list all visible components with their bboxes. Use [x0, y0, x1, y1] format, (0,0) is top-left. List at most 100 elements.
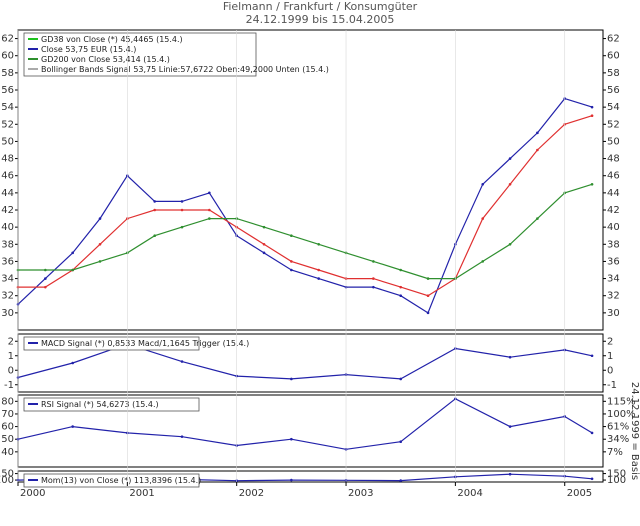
- data-point-close: [290, 268, 293, 272]
- data-point-close: [508, 157, 512, 160]
- data-point-gd200: [317, 242, 321, 246]
- data-point-momentum: [508, 472, 512, 476]
- legend-box-macd: [23, 336, 200, 351]
- y-tick-label-right-macd: 0: [607, 365, 613, 376]
- y-tick-label-right-price: 38: [607, 239, 620, 250]
- data-point-rsi: [399, 440, 403, 444]
- data-point-close: [481, 182, 485, 186]
- data-point-macd: [508, 355, 512, 359]
- y-tick-label-rsi: 80: [1, 396, 14, 407]
- data-point-rsi: [508, 425, 512, 428]
- data-point-gd200: [98, 260, 102, 263]
- data-point-gd200: [71, 268, 74, 272]
- legend-entry: GD200 von Close 53,414 (15.4.): [41, 55, 170, 64]
- legend-entry: Bollinger Bands Signal 53,75 Linie:57,67…: [41, 65, 329, 74]
- data-point-gd38: [536, 148, 539, 152]
- data-point-gd38: [180, 208, 184, 212]
- data-point-gd200: [508, 242, 512, 246]
- y-tick-label-price: 56: [1, 85, 14, 96]
- y-tick-label-momentum: 100: [0, 475, 14, 486]
- data-point-gd200: [536, 217, 539, 220]
- legend-entry: Mom(13) von Close (*) 113,8396 (15.4.): [41, 476, 201, 485]
- y-tick-label-rsi: 50: [1, 434, 14, 445]
- x-tick-label: 2002: [239, 488, 264, 499]
- data-point-gd200: [153, 234, 156, 238]
- data-point-gd200: [180, 225, 184, 229]
- data-point-gd38: [44, 285, 47, 289]
- y-tick-label-price: 62: [1, 34, 14, 45]
- y-tick-label-right-price: 62: [607, 34, 620, 45]
- y-tick-label-right-price: 60: [607, 51, 620, 62]
- y-tick-label-right-momentum: 150: [607, 469, 626, 480]
- y-tick-label-right-price: 42: [607, 205, 620, 216]
- data-point-gd38: [399, 285, 403, 289]
- y-tick-label-right-price: 40: [607, 222, 620, 233]
- x-tick-label: 2004: [457, 488, 482, 499]
- data-point-gd38: [372, 277, 375, 280]
- data-point-close: [153, 200, 156, 203]
- data-point-gd38: [98, 242, 102, 246]
- data-point-gd38: [508, 182, 512, 186]
- data-point-gd38: [426, 294, 430, 298]
- x-tick-label: 2005: [567, 488, 592, 499]
- data-point-gd200: [399, 268, 403, 272]
- data-point-macd: [590, 354, 594, 358]
- y-tick-label-macd: 0: [8, 365, 14, 376]
- data-point-gd200: [372, 260, 375, 263]
- y-tick-label-right-macd: -1: [607, 380, 617, 391]
- data-point-gd200: [426, 277, 430, 280]
- data-point-gd200: [262, 225, 266, 229]
- y-tick-label-right-price: 50: [607, 136, 620, 147]
- x-tick-label: 2003: [348, 488, 373, 499]
- y-tick-label-rsi: 70: [1, 409, 14, 420]
- data-point-gd200: [44, 268, 47, 272]
- y-tick-label-price: 32: [1, 291, 14, 302]
- series-line-gd38: [18, 115, 593, 297]
- y-tick-label-price: 42: [1, 205, 14, 216]
- y-tick-label-right-price: 54: [607, 102, 620, 113]
- y-tick-label-macd: 2: [8, 336, 14, 347]
- y-tick-label-right-rsi: 34%: [607, 434, 629, 445]
- legend-entry: RSI Signal (*) 54,6273 (15.4.): [41, 400, 159, 409]
- data-point-close: [44, 277, 47, 280]
- y-tick-label-right-rsi: 7%: [607, 447, 623, 458]
- y-tick-label-right-price: 44: [607, 188, 620, 199]
- chart-title: Fielmann / Frankfurt / Konsumgüter: [222, 0, 418, 13]
- y-tick-label-momentum: 150: [0, 469, 14, 480]
- y-tick-label-macd: 1: [8, 351, 14, 362]
- data-point-gd38: [317, 268, 321, 272]
- data-point-close: [180, 200, 184, 203]
- y-tick-label-price: 60: [1, 51, 14, 62]
- data-point-close: [98, 217, 102, 220]
- y-tick-label-price: 44: [1, 188, 14, 199]
- data-point-rsi: [590, 431, 594, 435]
- data-point-close: [208, 191, 211, 195]
- y-tick-label-right-rsi: 115%: [607, 396, 636, 407]
- data-point-gd38: [590, 114, 594, 118]
- x-tick-label: 2000: [20, 488, 45, 499]
- y-tick-label-price: 52: [1, 119, 14, 130]
- y-tick-label-rsi: 40: [1, 447, 14, 458]
- data-point-rsi: [71, 425, 74, 428]
- data-point-close: [317, 277, 321, 280]
- data-point-close: [399, 294, 403, 298]
- data-point-gd38: [290, 260, 293, 263]
- chart-header: Fielmann / Frankfurt / Konsumgüter 24.12…: [0, 0, 640, 28]
- y-tick-label-price: 54: [1, 102, 14, 113]
- y-tick-label-right-price: 32: [607, 291, 620, 302]
- data-point-gd38: [208, 208, 211, 212]
- legend-box-rsi: [23, 397, 200, 412]
- data-point-gd38: [481, 217, 485, 220]
- legend-box-momentum: [23, 473, 200, 488]
- y-tick-label-right-rsi: 100%: [607, 409, 636, 420]
- series-line-close: [17, 97, 593, 314]
- x-tick-label: 2001: [129, 488, 154, 499]
- data-point-momentum: [399, 479, 403, 482]
- data-point-macd: [180, 360, 184, 363]
- y-tick-label-right-price: 36: [607, 256, 620, 267]
- data-point-close: [426, 311, 430, 315]
- y-tick-label-right-macd: 2: [607, 336, 613, 347]
- y-tick-label-price: 46: [1, 171, 14, 182]
- y-tick-label-price: 40: [1, 222, 14, 233]
- data-point-close: [590, 105, 594, 109]
